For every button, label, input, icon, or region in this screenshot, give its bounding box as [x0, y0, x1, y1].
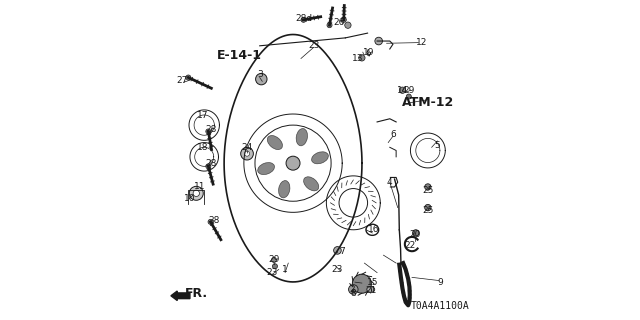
Circle shape — [425, 204, 431, 211]
Circle shape — [405, 273, 408, 276]
Text: 28: 28 — [208, 216, 220, 225]
Text: 12: 12 — [416, 38, 427, 47]
Circle shape — [345, 22, 351, 28]
Text: 6: 6 — [390, 130, 396, 139]
Circle shape — [301, 17, 306, 22]
Circle shape — [189, 186, 204, 200]
Circle shape — [408, 296, 412, 300]
Circle shape — [255, 73, 267, 85]
Text: 11: 11 — [194, 182, 205, 191]
Circle shape — [241, 147, 253, 160]
Circle shape — [425, 184, 431, 190]
Circle shape — [206, 164, 211, 169]
Text: 17: 17 — [197, 111, 209, 120]
Text: 4: 4 — [387, 178, 392, 187]
Text: 8: 8 — [351, 289, 356, 298]
Text: 5: 5 — [435, 141, 440, 150]
Circle shape — [208, 219, 213, 224]
Text: 15: 15 — [367, 278, 378, 287]
Text: 28d: 28d — [296, 14, 313, 23]
Circle shape — [402, 291, 405, 294]
Ellipse shape — [278, 180, 290, 198]
Circle shape — [408, 289, 412, 292]
Text: 27: 27 — [177, 76, 188, 85]
Circle shape — [271, 257, 276, 262]
Text: 3: 3 — [257, 70, 262, 79]
Text: 28: 28 — [205, 125, 216, 134]
Text: ATM-12: ATM-12 — [402, 96, 454, 109]
Circle shape — [399, 87, 406, 93]
Circle shape — [244, 151, 250, 156]
Circle shape — [333, 247, 341, 254]
Circle shape — [405, 302, 408, 305]
Ellipse shape — [367, 287, 375, 292]
Circle shape — [413, 230, 419, 236]
Text: 23: 23 — [308, 41, 319, 50]
Circle shape — [400, 281, 403, 284]
Circle shape — [403, 298, 406, 301]
Text: 13: 13 — [352, 54, 364, 63]
Circle shape — [375, 37, 383, 45]
Text: 18: 18 — [197, 143, 209, 152]
FancyArrow shape — [171, 291, 190, 300]
Text: FR.: FR. — [185, 287, 208, 300]
Circle shape — [327, 23, 332, 28]
Text: 25: 25 — [422, 206, 433, 215]
Text: 1: 1 — [282, 265, 288, 274]
Text: 2: 2 — [349, 285, 355, 294]
Ellipse shape — [268, 135, 282, 149]
Text: 23: 23 — [267, 268, 278, 277]
Text: 19: 19 — [364, 48, 375, 57]
Text: 22: 22 — [404, 241, 416, 250]
Text: 29: 29 — [403, 86, 415, 95]
Text: 20: 20 — [410, 230, 421, 239]
Text: 10: 10 — [184, 194, 195, 203]
Circle shape — [399, 269, 402, 273]
Text: 23: 23 — [332, 265, 343, 274]
Text: 24: 24 — [241, 143, 253, 152]
Text: 21: 21 — [365, 285, 376, 295]
Text: E-14-1: E-14-1 — [216, 49, 262, 62]
Text: 9: 9 — [438, 278, 444, 287]
Circle shape — [273, 264, 278, 269]
Circle shape — [186, 75, 191, 80]
Ellipse shape — [312, 152, 328, 164]
Ellipse shape — [296, 129, 307, 146]
Circle shape — [206, 129, 211, 134]
Text: 25: 25 — [422, 186, 433, 195]
Circle shape — [349, 285, 358, 294]
Circle shape — [406, 94, 412, 99]
Circle shape — [193, 190, 200, 196]
Circle shape — [407, 302, 410, 305]
Text: T0A4A1100A: T0A4A1100A — [411, 301, 470, 311]
Circle shape — [403, 265, 406, 268]
Text: 14: 14 — [397, 86, 408, 95]
Text: 7: 7 — [339, 247, 345, 257]
Text: 29: 29 — [268, 255, 280, 264]
Circle shape — [286, 156, 300, 170]
Circle shape — [341, 17, 346, 22]
Ellipse shape — [258, 163, 275, 175]
Circle shape — [353, 274, 371, 293]
Ellipse shape — [303, 177, 319, 191]
Text: 28: 28 — [205, 159, 216, 168]
Circle shape — [407, 281, 410, 284]
Text: 26: 26 — [333, 18, 345, 27]
Circle shape — [358, 55, 365, 61]
Text: 16: 16 — [368, 225, 380, 234]
